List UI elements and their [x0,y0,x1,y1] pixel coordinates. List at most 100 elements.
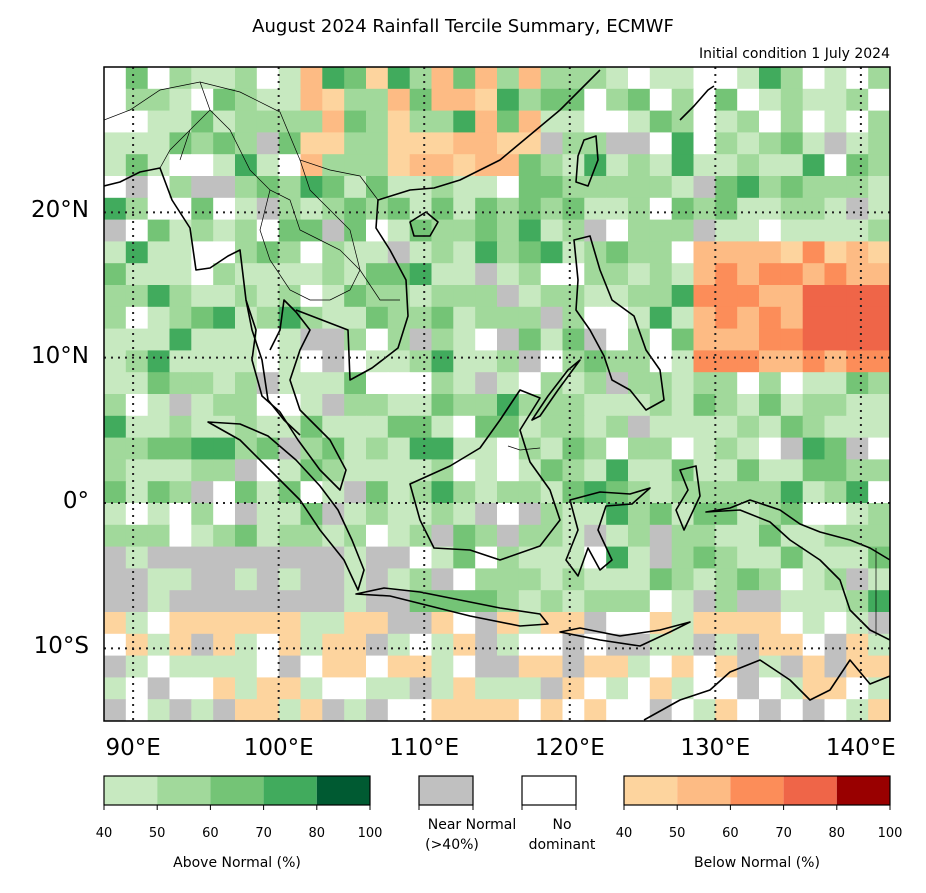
grid-cell [759,285,782,308]
grid-cell [737,219,760,242]
grid-cell [497,88,520,112]
grid-cell [518,677,542,700]
grid-cell [824,241,847,264]
grid-cell [824,372,847,395]
grid-cell [802,503,825,526]
grid-cell [387,328,411,351]
grid-cell [147,503,170,526]
grid-cell [125,328,149,351]
grid-cell [453,503,476,526]
grid-cell [715,524,738,548]
above-normal-colorbar-swatch [316,776,370,805]
grid-cell [497,568,520,591]
grid-cell [147,219,170,242]
grid-cell [606,306,629,330]
grid-cell [387,546,411,569]
grid-cell [191,372,214,395]
grid-cell [300,699,323,721]
grid-cell [256,568,280,591]
grid-cell [759,350,782,373]
grid-cell [322,503,345,526]
grid-cell [409,655,432,678]
grid-cell [475,503,498,526]
grid-cell [431,154,454,177]
grid-cell [649,285,673,308]
grid-cell [169,394,192,417]
grid-cell [475,154,498,177]
grid-cell [213,328,236,351]
grid-cell [344,590,367,613]
grid-cell [125,437,149,460]
grid-cell [475,328,498,351]
grid-cell [344,88,367,112]
grid-cell [802,568,825,591]
grid-cell [409,677,432,700]
grid-cell [409,633,432,657]
grid-cell [824,67,847,90]
grid-cell [562,132,585,155]
below-normal-colorbar-swatch [624,776,678,805]
grid-cell [846,633,869,657]
grid-cell [715,503,738,526]
grid-cell [562,394,585,417]
grid-cell [562,699,585,721]
grid-cell [300,110,323,133]
grid-cell [300,372,323,395]
grid-cell [344,459,367,482]
grid-cell [256,285,280,308]
grid-cell [235,677,258,700]
grid-cell [453,285,476,308]
grid-cell [693,306,716,330]
grid-cell [125,394,149,417]
longitude-tick-label: 120°E [534,735,605,761]
grid-cell [191,546,214,569]
grid-cell [737,633,760,657]
above-normal-tick-label: 40 [95,826,113,841]
grid-cell [366,306,389,330]
grid-cell [846,132,869,155]
grid-cell [628,219,651,242]
grid-cell [431,350,454,373]
grid-cell [518,197,542,221]
grid-cell [846,328,869,351]
grid-cell [824,328,847,351]
grid-cell [606,328,629,351]
grid-cell [147,699,170,721]
grid-cell [344,110,367,133]
grid-cell [606,459,629,482]
grid-cell [868,503,890,526]
grid-cell [344,285,367,308]
grid-cell [584,677,607,700]
grid-cell [693,372,716,395]
grid-cell [235,154,258,177]
grid-cell [256,677,280,700]
grid-cell [802,241,825,264]
grid-cell [649,503,673,526]
grid-cell [235,546,258,569]
grid-cell [540,481,563,504]
grid-cell [846,437,869,460]
grid-cell [191,285,214,308]
grid-cell [649,67,673,90]
grid-cell [846,677,869,700]
grid-cell [213,394,236,417]
grid-cell [759,590,782,613]
grid-cell [780,88,804,112]
grid-cell [278,110,301,133]
grid-cell [628,67,651,90]
grid-cell [235,437,258,460]
grid-cell [780,328,804,351]
grid-cell [169,219,192,242]
grid-cell [846,612,869,635]
grid-cell [846,415,869,439]
grid-cell [562,437,585,460]
grid-cell [715,655,738,678]
grid-cell [737,197,760,221]
grid-cell [475,459,498,482]
grid-cell [737,350,760,373]
grid-cell [715,437,738,460]
grid-cell [213,372,236,395]
grid-cell [191,612,214,635]
island-halmahera [675,465,701,531]
grid-cell [606,88,629,112]
